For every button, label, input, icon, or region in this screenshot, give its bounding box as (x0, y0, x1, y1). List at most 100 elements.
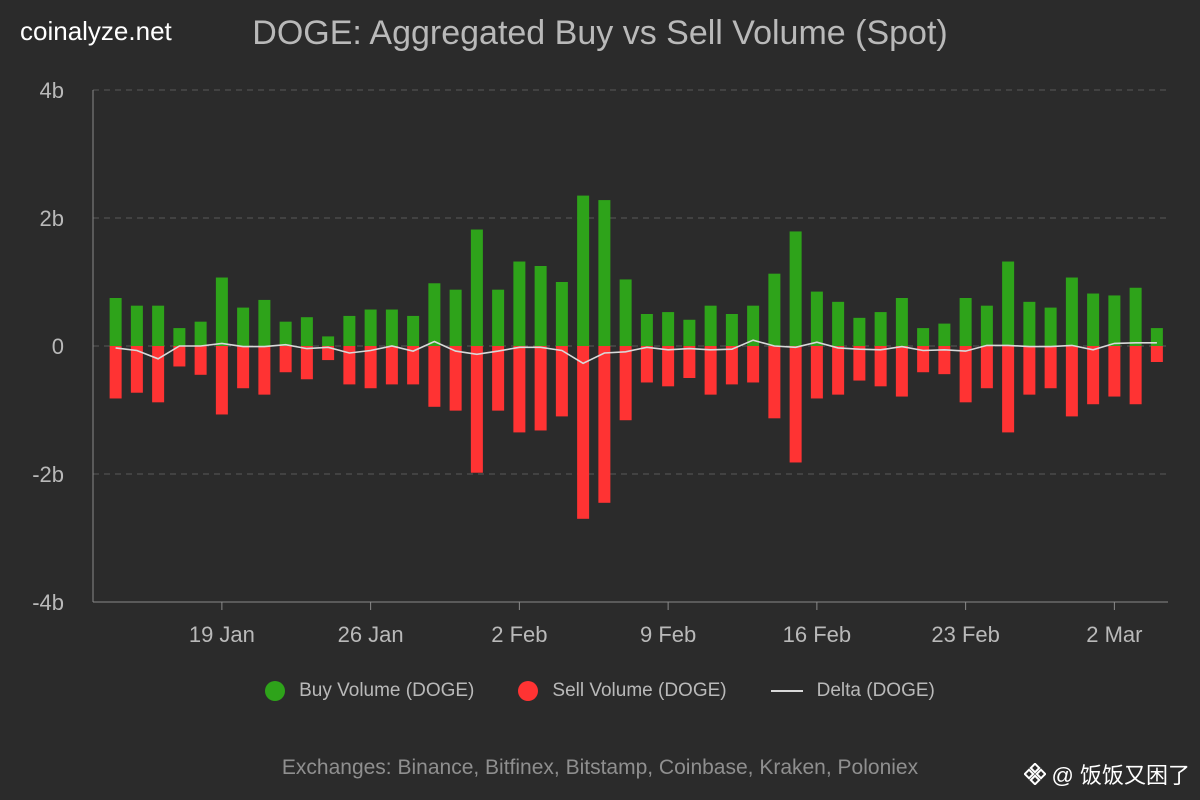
y-tick-label: 0 (52, 334, 64, 359)
sell-volume-bar (555, 346, 568, 417)
sell-volume-bar (725, 346, 738, 385)
buy-volume-bar (938, 323, 951, 346)
buy-volume-bar (1002, 261, 1015, 346)
sell-volume-bar (407, 346, 420, 385)
sell-volume-bar (385, 346, 398, 385)
sell-volume-bar (258, 346, 271, 395)
buy-volume-bar (683, 319, 696, 346)
sell-volume-bar (364, 346, 377, 389)
buy-volume-bar (577, 195, 590, 346)
legend-label-delta: Delta (DOGE) (816, 680, 935, 701)
buy-volume-bar (428, 283, 441, 346)
legend-item-buy[interactable]: Buy Volume (DOGE) (265, 680, 474, 702)
x-tick-label: 26 Jan (338, 622, 404, 647)
x-tick-label: 23 Feb (931, 622, 1000, 647)
buy-volume-bar (768, 273, 781, 346)
y-tick-label: 4b (40, 78, 64, 103)
legend-label-sell: Sell Volume (DOGE) (552, 680, 727, 701)
buy-volume-bar (194, 321, 207, 346)
buy-volume-bar (534, 266, 547, 346)
buy-volume-bar (449, 289, 462, 346)
buy-volume-bar (640, 314, 653, 346)
buy-volume-bar (1129, 287, 1142, 346)
y-tick-label: 2b (40, 206, 64, 231)
legend-item-sell[interactable]: Sell Volume (DOGE) (518, 680, 727, 702)
buy-volume-bar (109, 298, 122, 346)
brand-logo-text[interactable]: coinalyze.net (20, 16, 172, 46)
buy-volume-bar (237, 307, 250, 346)
sell-volume-bar (810, 346, 823, 399)
buy-volume-bar (279, 321, 292, 346)
x-tick-label: 16 Feb (783, 622, 852, 647)
sell-volume-bar (492, 346, 505, 411)
chart-title: DOGE: Aggregated Buy vs Sell Volume (Spo… (252, 14, 948, 52)
sell-volume-bar (322, 346, 335, 361)
buy-volume-bar (492, 289, 505, 346)
buy-volume-bar (555, 282, 568, 346)
buy-volume-bar (747, 305, 760, 346)
buy-volume-bar (704, 305, 717, 346)
sell-volume-bar (513, 346, 526, 433)
sell-volume-bar (980, 346, 993, 389)
buy-volume-bar (1044, 307, 1057, 346)
buy-dot-icon (265, 681, 286, 701)
buy-volume-bar (1108, 295, 1121, 346)
buy-volume-bar (130, 305, 143, 346)
watermark: @ 饭饭又困了 (1023, 758, 1190, 790)
y-tick-label: -2b (32, 462, 64, 487)
legend-label-buy: Buy Volume (DOGE) (299, 680, 475, 701)
sell-volume-bar (279, 346, 292, 373)
sell-volume-bar (853, 346, 866, 381)
sell-volume-bar (619, 346, 632, 421)
sell-volume-bar (789, 346, 802, 463)
sell-volume-bar (1087, 346, 1100, 405)
delta-line (115, 339, 1157, 365)
sell-volume-bar (917, 346, 930, 373)
buy-volume-bar (789, 231, 802, 346)
buy-volume-bar (959, 298, 972, 346)
legend: Buy Volume (DOGE) Sell Volume (DOGE) Del… (0, 680, 1200, 702)
sell-volume-bar (874, 346, 887, 387)
diamond-logo-icon (1023, 763, 1046, 785)
sell-volume-bar (109, 346, 122, 399)
sell-volume-bar (534, 346, 547, 431)
sell-volume-bar (640, 346, 653, 383)
buy-volume-bar (1087, 293, 1100, 346)
buy-volume-bar (152, 305, 165, 346)
exchanges-note: Exchanges: Binance, Bitfinex, Bitstamp, … (281, 756, 919, 779)
sell-volume-bar (1044, 346, 1057, 389)
sell-volume-bar (938, 346, 951, 375)
buy-volume-bar (853, 317, 866, 346)
sell-volume-bar (662, 346, 675, 387)
sell-volume-bar (1023, 346, 1036, 395)
buy-volume-bar (725, 314, 738, 346)
sell-volume-bar (428, 346, 441, 407)
sell-volume-bar (215, 346, 228, 415)
sell-volume-bar (895, 346, 908, 397)
x-tick-label: 2 Mar (1086, 622, 1142, 647)
buy-volume-bar (364, 309, 377, 346)
sell-volume-bar (747, 346, 760, 383)
buy-volume-bar (662, 312, 675, 346)
buy-volume-bar (810, 291, 823, 346)
sell-volume-bar (300, 346, 313, 380)
sell-volume-bar (152, 346, 165, 403)
sell-volume-bar (577, 346, 590, 519)
y-tick-label: -4b (32, 590, 64, 615)
sell-volume-bar (1108, 346, 1121, 397)
buy-volume-bar (598, 200, 611, 346)
sell-volume-bar (1129, 346, 1142, 405)
legend-item-delta[interactable]: Delta (DOGE) (770, 680, 935, 702)
buy-volume-bar (258, 299, 271, 346)
x-tick-label: 2 Feb (491, 622, 547, 647)
delta-line-icon (770, 690, 803, 692)
buy-volume-bar (343, 315, 356, 346)
buy-volume-bar (1023, 301, 1036, 346)
buy-volume-bar (407, 315, 420, 346)
buy-volume-bar (300, 317, 313, 346)
sell-dot-icon (518, 681, 539, 701)
sell-volume-bar (704, 346, 717, 395)
buy-volume-bar (1065, 277, 1078, 346)
sell-volume-bar (1150, 346, 1163, 362)
